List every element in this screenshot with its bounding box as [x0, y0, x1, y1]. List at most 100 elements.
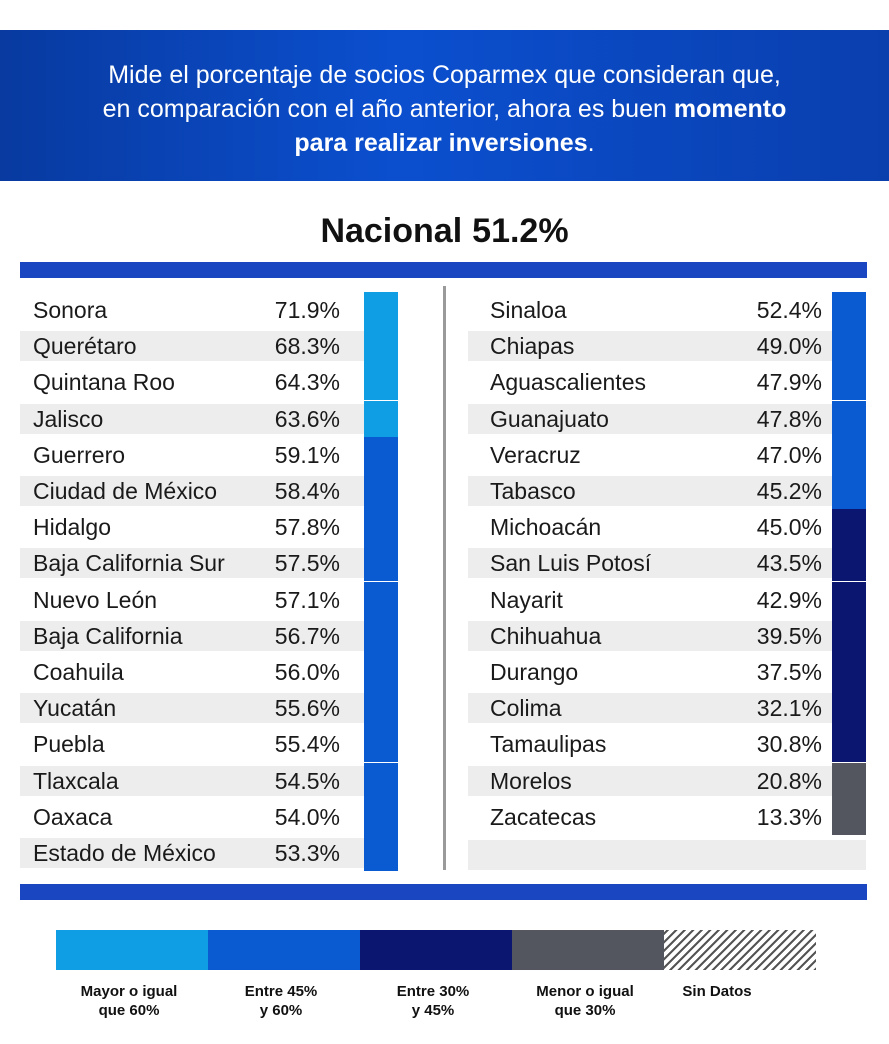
legend-label-line-2: y 60%	[259, 1002, 303, 1019]
table-row: San Luis Potosí 43.5%	[468, 545, 866, 582]
table-row: Sonora 71.9%	[20, 292, 398, 328]
legend-label-line-1: Mayor o igual	[80, 983, 178, 1000]
category-swatch	[364, 292, 398, 328]
legend-label-line-2: que 60%	[98, 1002, 160, 1019]
state-name: Michoacán	[490, 514, 602, 541]
state-name: Chihuahua	[490, 622, 602, 649]
table-row: Michoacán 45.0%	[468, 509, 866, 546]
state-value: 47.0%	[756, 441, 822, 468]
state-name: Zacatecas	[490, 803, 597, 830]
national-label: Nacional	[320, 212, 463, 250]
table-row: Sinaloa 52.4%	[468, 292, 866, 328]
state-name: Hidalgo	[33, 514, 111, 541]
category-swatch	[832, 617, 866, 654]
category-swatch	[364, 473, 398, 509]
state-name: Veracruz	[490, 441, 581, 468]
header-line-2-text: en comparación con el año anterior, ahor…	[102, 95, 667, 123]
category-swatch	[364, 436, 398, 473]
category-swatch	[364, 581, 398, 618]
national-title: Nacional 51.2%	[0, 212, 889, 251]
legend-label: Menor o igual que 30%	[510, 982, 660, 1020]
legend-label: Mayor o igual que 60%	[54, 982, 204, 1020]
legend-swatch	[56, 930, 208, 970]
table-row: Quintana Roo 64.3%	[20, 364, 398, 401]
state-value: 43.5%	[756, 550, 822, 577]
state-name: Ciudad de México	[33, 478, 218, 504]
table-row: Tamaulipas 30.8%	[468, 726, 866, 763]
header-line-3-bold: para realizar inversiones	[294, 129, 588, 157]
header-line-1: Mide el porcentaje de socios Coparmex qu…	[108, 61, 781, 89]
state-value: 42.9%	[756, 586, 822, 613]
legend-label-line-2: y 45%	[411, 1002, 455, 1019]
state-value: 57.5%	[274, 550, 340, 577]
table-row: Durango 37.5%	[468, 654, 866, 690]
state-value: 54.0%	[274, 803, 340, 830]
state-value: 57.1%	[274, 586, 340, 613]
state-value: 55.6%	[274, 695, 340, 722]
national-value: 51.2%	[472, 212, 569, 250]
table-row: Jalisco 63.6%	[20, 400, 398, 437]
state-name: San Luis Potosí	[490, 550, 652, 577]
state-name: Querétaro	[33, 333, 137, 360]
state-value: 45.2%	[756, 478, 822, 504]
category-swatch	[832, 364, 866, 401]
table-row: Colima 32.1%	[468, 690, 866, 727]
table-row: Chiapas 49.0%	[468, 328, 866, 365]
category-swatch	[364, 400, 398, 437]
state-value: 54.5%	[274, 767, 340, 794]
state-value: 68.3%	[274, 333, 340, 360]
legend-label-line-1: Sin Datos	[682, 983, 752, 1000]
table-row: Tlaxcala 54.5%	[20, 762, 398, 799]
category-swatch	[832, 798, 866, 835]
category-swatch	[364, 509, 398, 546]
table-row: Guanajuato 47.8%	[468, 400, 866, 437]
table-row: Nayarit 42.9%	[468, 581, 866, 618]
category-swatch	[364, 798, 398, 835]
legend-swatch	[664, 930, 816, 970]
state-value: 45.0%	[756, 514, 822, 541]
state-value: 57.8%	[274, 514, 340, 541]
category-swatch	[832, 473, 866, 509]
column-divider	[443, 286, 446, 870]
table-row: Aguascalientes 47.9%	[468, 364, 866, 401]
state-value: 20.8%	[756, 767, 822, 794]
state-name: Nuevo León	[33, 586, 158, 613]
state-value: 71.9%	[274, 297, 340, 323]
legend-label: Entre 30% y 45%	[358, 982, 508, 1020]
legend-label-line-2: que 30%	[554, 1002, 616, 1019]
table-row: Yucatán 55.6%	[20, 690, 398, 727]
table-row: Tabasco 45.2%	[468, 473, 866, 509]
legend-swatch	[512, 930, 664, 970]
category-swatch	[364, 328, 398, 365]
state-value: 55.4%	[274, 731, 340, 758]
category-swatch	[364, 690, 398, 727]
header-line-2-bold: momento	[673, 95, 787, 123]
legend-label: Entre 45% y 60%	[206, 982, 356, 1020]
category-swatch	[364, 654, 398, 690]
top-rule	[20, 262, 867, 278]
header-line-3: para realizar inversiones.	[0, 126, 889, 160]
state-value: 56.0%	[274, 659, 340, 685]
table-row: Hidalgo 57.8%	[20, 509, 398, 546]
state-value: 53.3%	[274, 840, 340, 866]
state-name: Guerrero	[33, 441, 126, 468]
state-name: Oaxaca	[33, 803, 113, 830]
category-swatch	[364, 545, 398, 582]
legend-label-line-1: Menor o igual	[536, 983, 634, 1000]
state-value: 30.8%	[756, 731, 822, 758]
table-row: Coahuila 56.0%	[20, 654, 398, 690]
category-swatch	[832, 292, 866, 328]
category-swatch	[364, 364, 398, 401]
table-row: Baja California 56.7%	[20, 617, 398, 654]
table-row: Veracruz 47.0%	[468, 436, 866, 473]
empty-table-row	[468, 840, 866, 870]
state-name: Durango	[490, 659, 579, 685]
state-value: 63.6%	[274, 405, 340, 432]
table-row: Oaxaca 54.0%	[20, 798, 398, 835]
bottom-rule	[20, 884, 867, 900]
state-name: Colima	[490, 695, 562, 722]
header-banner: Mide el porcentaje de socios Coparmex qu…	[0, 30, 889, 181]
state-name: Tlaxcala	[33, 767, 119, 794]
state-name: Baja California	[33, 622, 183, 649]
state-name: Quintana Roo	[33, 369, 175, 396]
